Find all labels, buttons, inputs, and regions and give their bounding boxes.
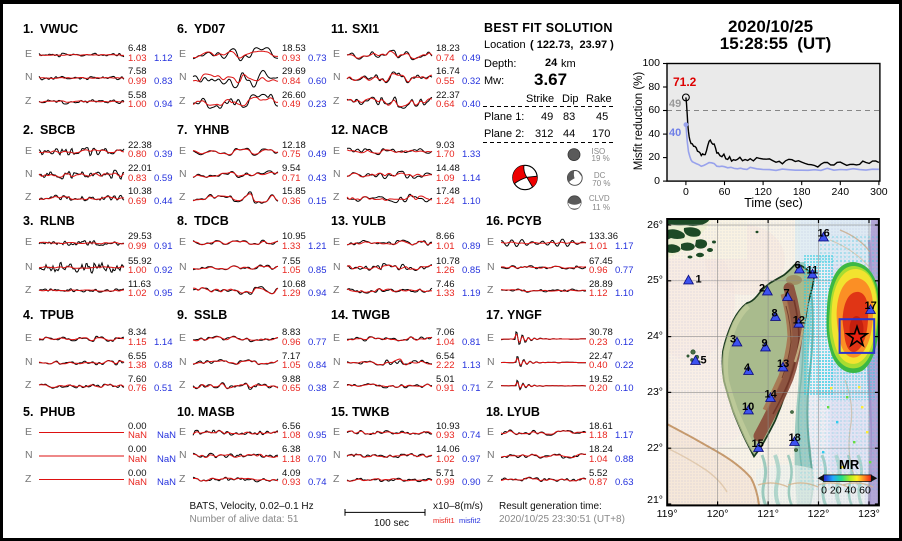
svg-text:7: 7 xyxy=(784,288,790,300)
svg-text:17: 17 xyxy=(865,300,877,312)
svg-text:1: 1 xyxy=(696,274,702,286)
svg-text:10: 10 xyxy=(742,401,754,413)
svg-text:5: 5 xyxy=(701,355,707,367)
svg-text:9: 9 xyxy=(762,338,768,350)
svg-text:2: 2 xyxy=(759,283,765,295)
svg-text:MR: MR xyxy=(839,457,860,472)
svg-text:12: 12 xyxy=(793,314,805,326)
svg-text:13: 13 xyxy=(777,358,789,370)
svg-text:4: 4 xyxy=(744,362,751,374)
svg-text:6: 6 xyxy=(795,260,801,272)
svg-text:11: 11 xyxy=(807,265,819,277)
svg-text:3: 3 xyxy=(730,334,736,346)
svg-text:16: 16 xyxy=(818,228,830,240)
svg-text:0 20 40 60: 0 20 40 60 xyxy=(821,485,871,497)
svg-text:14: 14 xyxy=(765,389,778,401)
svg-text:15: 15 xyxy=(752,438,764,450)
svg-text:8: 8 xyxy=(772,308,778,320)
svg-text:18: 18 xyxy=(789,432,801,444)
